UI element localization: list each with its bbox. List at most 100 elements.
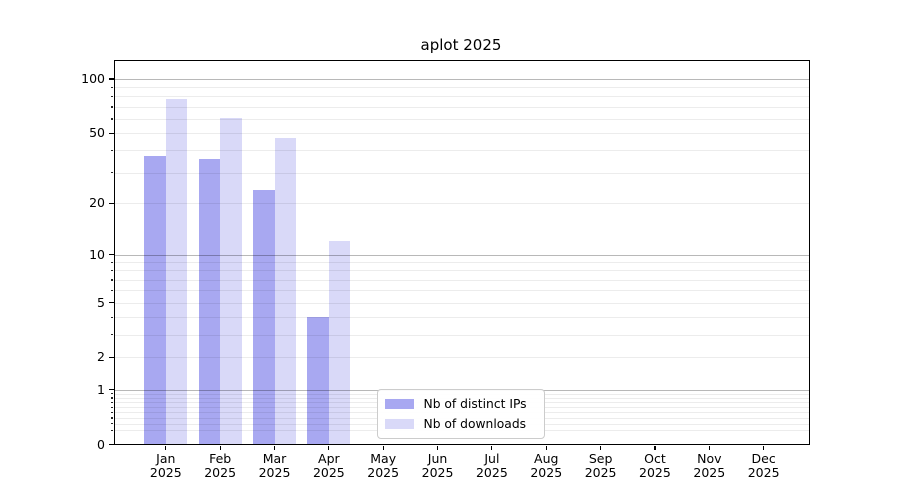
x-tick-label-month: Jan — [156, 451, 176, 466]
y-minor-tick-mark — [110, 149, 114, 152]
x-tick-mark — [600, 445, 602, 450]
legend-swatch-distinct-ips-icon — [384, 398, 414, 409]
x-tick-mark — [491, 445, 493, 450]
x-tick-label-aug: Aug 2025 — [518, 452, 574, 479]
y-minor-tick-mark — [110, 316, 114, 318]
legend-swatch-downloads-icon — [384, 418, 414, 429]
x-tick-label-dec: Dec 2025 — [736, 452, 792, 479]
x-tick-label-month: Mar — [262, 451, 287, 466]
y-minor-tick-mark — [110, 411, 114, 414]
x-tick-mark — [382, 445, 384, 450]
x-tick-label-month: May — [370, 451, 397, 466]
x-tick-label-month: Oct — [644, 451, 666, 466]
x-tick-label-apr: Apr 2025 — [301, 452, 357, 479]
bar-downloads-jan — [165, 99, 188, 445]
y-minor-tick-mark — [110, 279, 114, 281]
x-tick-label-nov: Nov 2025 — [681, 452, 737, 479]
y-minor-tick-mark — [110, 393, 114, 395]
legend-entry-distinct-ips: Nb of distinct IPs — [384, 396, 540, 411]
x-tick-label-year: 2025 — [258, 464, 291, 480]
x-tick-label-mar: Mar 2025 — [247, 452, 303, 479]
y-tick-label: 100 — [81, 71, 105, 86]
y-tick-mark — [109, 302, 114, 304]
x-tick-label-year: 2025 — [421, 464, 454, 480]
y-tick-mark — [109, 356, 114, 359]
x-tick-label-year: 2025 — [367, 464, 400, 480]
y-minor-tick-mark — [110, 406, 114, 408]
bar-downloads-feb — [220, 117, 242, 445]
x-tick-label-month: Aug — [534, 451, 559, 466]
x-tick-label-jul: Jul 2025 — [464, 452, 520, 479]
y-minor-tick-mark — [110, 429, 114, 431]
x-tick-label-month: Dec — [751, 451, 776, 466]
x-tick-label-feb: Feb 2025 — [192, 452, 248, 479]
y-tick-label: 50 — [89, 125, 105, 141]
y-minor-tick-mark — [110, 397, 114, 399]
y-minor-tick-mark — [110, 289, 114, 292]
x-tick-label-month: Jun — [427, 451, 448, 466]
x-tick-label-month: Jul — [484, 451, 500, 466]
bars-layer — [114, 60, 810, 445]
legend: Nb of distinct IPs Nb of downloads — [376, 388, 545, 439]
y-tick-label: 0 — [97, 436, 105, 452]
bar-distinct-ips-feb — [198, 158, 221, 445]
y-tick-label: 5 — [97, 294, 105, 310]
x-tick-label-year: 2025 — [149, 464, 182, 480]
y-minor-tick-mark — [110, 269, 114, 272]
y-minor-tick-mark — [110, 261, 114, 263]
chart-title: aplot 2025 — [420, 36, 502, 54]
x-tick-label-year: 2025 — [693, 464, 726, 480]
bar-downloads-mar — [274, 137, 296, 445]
y-minor-tick-mark — [110, 417, 114, 419]
x-tick-mark — [328, 445, 330, 450]
x-tick-mark — [545, 445, 547, 450]
x-tick-label-jun: Jun 2025 — [410, 452, 466, 479]
y-tick-mark — [109, 254, 114, 256]
y-minor-tick-mark — [110, 423, 114, 425]
bar-downloads-apr — [328, 241, 351, 445]
x-tick-label-month: Feb — [209, 451, 232, 466]
y-tick-mark — [109, 202, 114, 204]
y-tick-label: 10 — [89, 246, 105, 262]
legend-label-distinct-ips: Nb of distinct IPs — [423, 396, 527, 411]
y-tick-mark — [109, 78, 114, 80]
legend-entry-downloads: Nb of downloads — [384, 416, 540, 431]
x-tick-label-year: 2025 — [530, 464, 563, 480]
x-tick-mark — [763, 445, 765, 450]
y-minor-tick-mark — [110, 172, 114, 174]
x-tick-label-year: 2025 — [204, 464, 237, 480]
x-tick-mark — [219, 445, 221, 450]
y-tick-mark — [109, 443, 114, 446]
x-tick-label-oct: Oct 2025 — [627, 452, 683, 479]
bar-distinct-ips-apr — [307, 317, 329, 445]
x-tick-label-year: 2025 — [312, 464, 345, 480]
y-tick-label: 1 — [97, 381, 105, 397]
x-tick-mark — [436, 445, 439, 450]
y-tick-label: 20 — [89, 195, 105, 211]
y-minor-tick-mark — [110, 86, 114, 88]
x-tick-label-year: 2025 — [584, 464, 617, 480]
x-tick-label-month: Apr — [318, 451, 340, 466]
x-tick-label-sep: Sep 2025 — [573, 452, 629, 479]
x-tick-label-jan: Jan 2025 — [138, 452, 194, 479]
x-tick-mark — [708, 445, 710, 450]
x-tick-mark — [654, 445, 656, 450]
x-tick-mark — [273, 445, 276, 450]
bar-distinct-ips-jan — [144, 156, 166, 445]
bar-distinct-ips-mar — [253, 189, 275, 445]
y-minor-tick-mark — [110, 118, 114, 120]
y-tick-mark — [109, 389, 114, 391]
x-tick-label-year: 2025 — [639, 464, 671, 480]
x-tick-label-year: 2025 — [747, 464, 780, 480]
y-tick-label: 2 — [97, 349, 105, 365]
x-tick-label-month: Nov — [697, 451, 722, 466]
y-minor-tick-mark — [110, 401, 114, 404]
x-tick-label-year: 2025 — [475, 464, 508, 480]
x-tick-label-month: Sep — [588, 451, 613, 466]
x-tick-label-may: May 2025 — [355, 452, 411, 479]
y-minor-tick-mark — [110, 334, 114, 336]
legend-label-downloads: Nb of downloads — [423, 416, 527, 431]
y-tick-mark — [109, 132, 114, 134]
y-minor-tick-mark — [110, 95, 114, 98]
